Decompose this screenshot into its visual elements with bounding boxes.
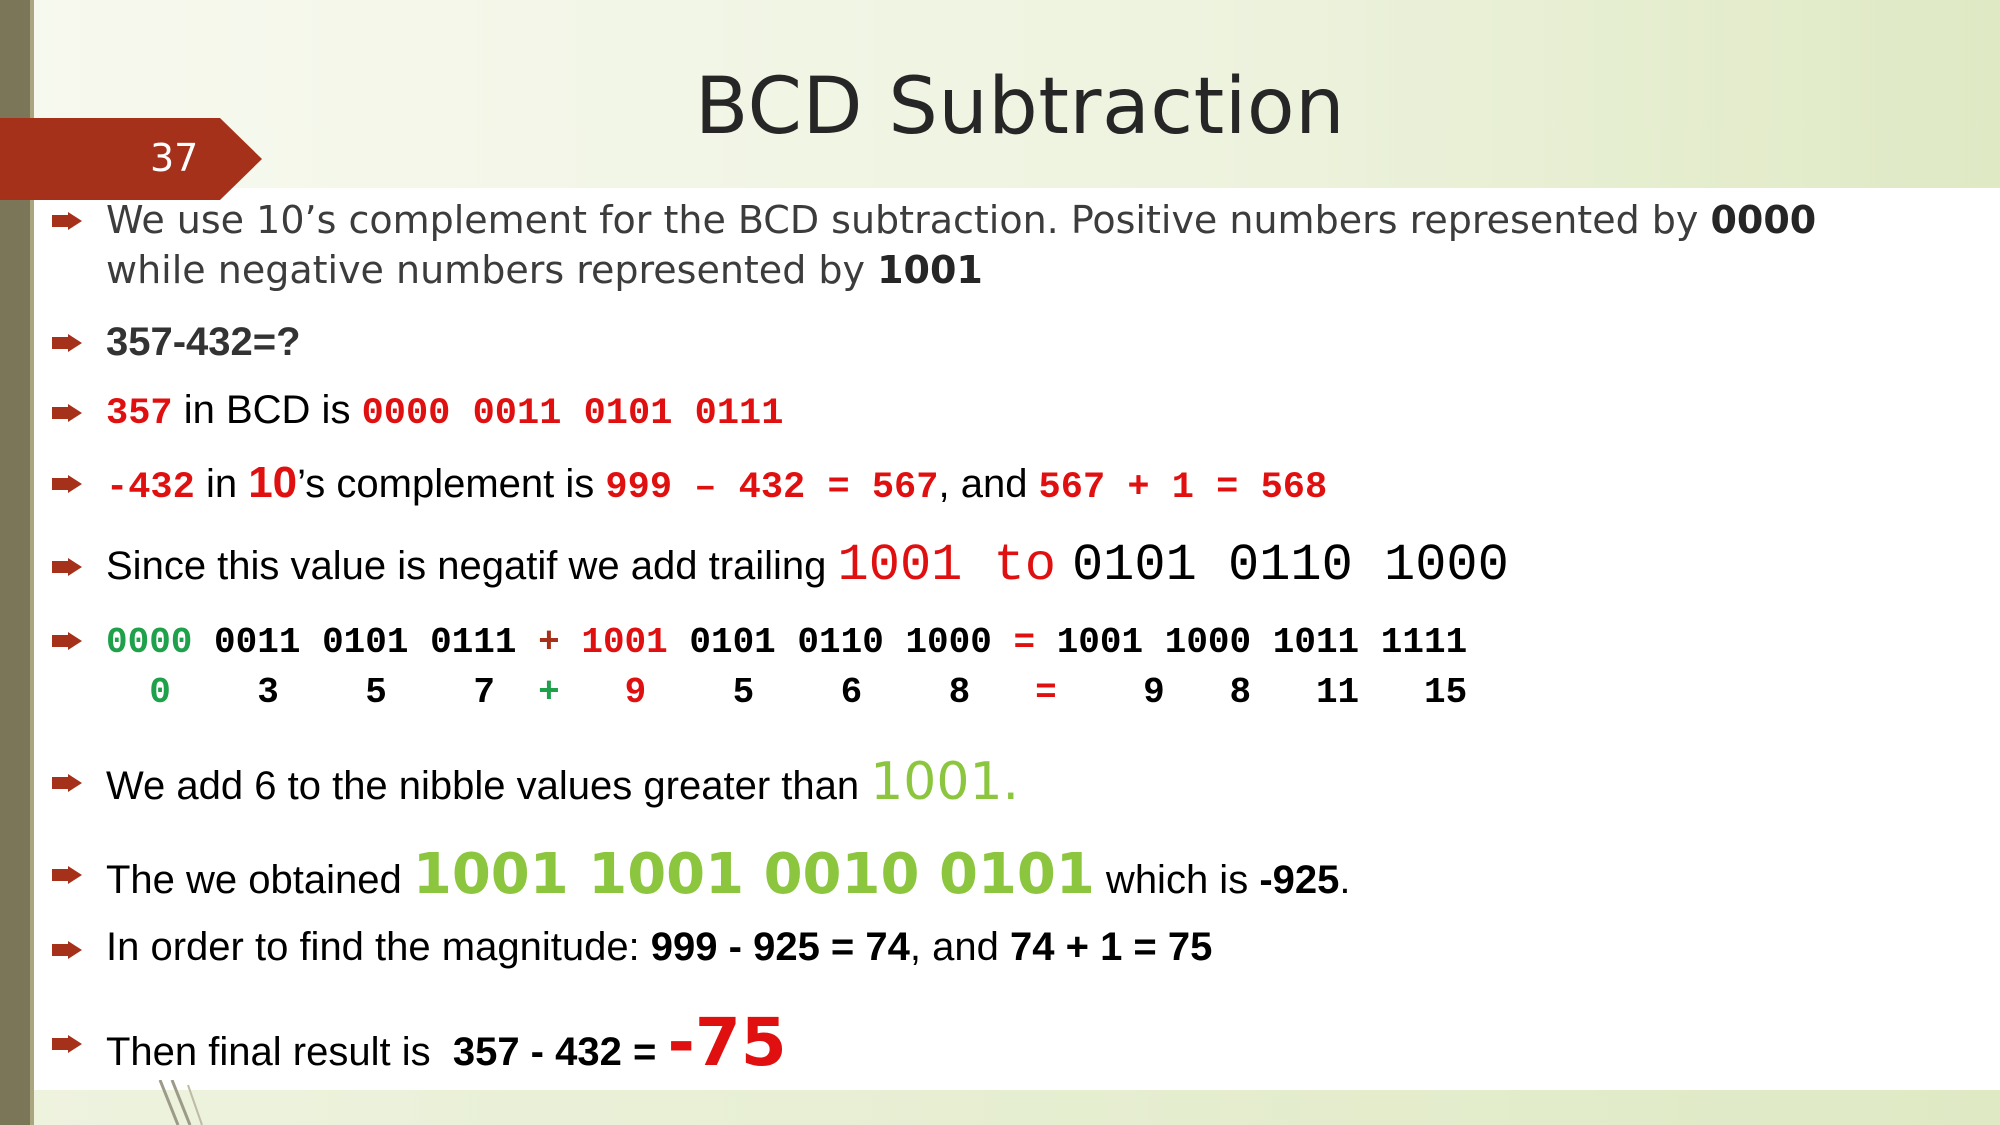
digit-equals: =: [1035, 672, 1057, 713]
bullet-3-bcd: 0000 0011 0101 0111: [361, 393, 784, 435]
arrow-bullet-icon: [52, 632, 82, 650]
digit-6: 5: [732, 672, 755, 713]
digit-7: 6: [840, 672, 863, 713]
bullet-2-question: 357-432=?: [106, 320, 301, 364]
bullet-7-line: We add 6 to the nibble values greater th…: [106, 752, 1019, 812]
left-decorative-stripe: [30, 0, 34, 1125]
digit-11: 8: [1229, 672, 1252, 713]
bullet-8-text-b: which is: [1094, 858, 1260, 902]
bullet-8-line: The we obtained 1001 1001 0010 0101 whic…: [106, 842, 1351, 907]
bullet-1-line-1: We use 10’s complement for the BCD subtr…: [106, 198, 1816, 242]
bullet-10-line: Then final result is 357 - 432 = -75: [106, 1004, 787, 1081]
bullet-6-digit-row: 0 3 5 7 + 9 5 6 8 = 9 8 11 15: [106, 672, 1467, 713]
bullet-5-text: Since this value is negatif we add trail…: [106, 544, 838, 588]
bullet-4-calc-1: 999 – 432 = 567: [605, 467, 939, 509]
bullet-8-value: 1001 1001 0010 0101: [412, 842, 1095, 907]
arrow-bullet-icon: [52, 558, 82, 576]
digit-5: 9: [624, 672, 647, 713]
bullet-5-line: Since this value is negatif we add trail…: [106, 536, 1509, 595]
slide-content-area: [34, 188, 2000, 1090]
nibble-11: 1000: [1164, 622, 1252, 663]
nibble-2: 0101: [322, 622, 409, 663]
bullet-1-bold-b: 1001: [877, 248, 983, 292]
digit-3: 7: [473, 672, 495, 713]
arrow-bullet-icon: [52, 941, 82, 959]
bullet-4-text-c: , and: [938, 462, 1039, 506]
bullet-9-text-a: In order to find the magnitude:: [106, 925, 651, 969]
nibble-6: 0101: [689, 622, 776, 663]
bullet-1-bold-a: 0000: [1710, 198, 1817, 242]
bullet-9-text-b: , and: [909, 925, 1010, 969]
bullet-10-text-a: Then final result is: [106, 1030, 453, 1074]
bullet-4-text-b: ’s complement is: [297, 462, 606, 506]
bullet-10-result: -75: [667, 1004, 787, 1081]
arrow-bullet-icon: [52, 334, 82, 352]
bullet-3-number: 357: [106, 393, 173, 435]
bullet-7-value: 1001.: [870, 752, 1020, 812]
bullet-4-line: -432 in 10’s complement is 999 – 432 = 5…: [106, 458, 1327, 509]
bullet-4-calc-2: 567 + 1 = 568: [1038, 467, 1328, 509]
digit-10: 9: [1143, 672, 1165, 713]
bullet-9-calc-1: 999 - 925 = 74: [650, 925, 910, 969]
bullet-6-nibble-row: 0000 0011 0101 0111 + 1001 0101 0110 100…: [106, 622, 1467, 663]
bullet-4-ten: 10: [248, 458, 298, 507]
bullet-1-text-b: while negative numbers represented by: [106, 248, 878, 292]
bullet-3-text: in BCD is: [172, 388, 362, 432]
bullet-5-black-part: 0101 0110 1000: [1071, 536, 1509, 595]
slide-header-background: [0, 0, 2000, 190]
digit-plus: +: [538, 672, 560, 713]
arrow-bullet-icon: [52, 404, 82, 422]
bullet-4-number: -432: [106, 467, 195, 509]
digit-0: 0: [149, 672, 171, 713]
page-number: 37: [150, 136, 199, 180]
arrow-bullet-icon: [52, 475, 82, 493]
digit-2: 5: [365, 672, 387, 713]
nibble-13: 1111: [1380, 622, 1468, 663]
nibble-equals: =: [1013, 622, 1036, 663]
bullet-1-text-a: We use 10’s complement for the BCD subtr…: [106, 198, 1711, 242]
bullet-4-text-a: in: [194, 462, 249, 506]
bullet-9-calc-2: 74 + 1 = 75: [1009, 925, 1213, 969]
nibble-plus: +: [538, 622, 560, 663]
nibble-0: 0000: [106, 622, 193, 663]
bullet-7-text: We add 6 to the nibble values greater th…: [106, 764, 871, 808]
arrow-bullet-icon: [52, 1035, 82, 1053]
bullet-8-text-a: The we obtained: [106, 858, 413, 902]
digit-13: 15: [1423, 672, 1468, 713]
arrow-bullet-icon: [52, 774, 82, 792]
digit-8: 8: [948, 672, 971, 713]
digit-12: 11: [1315, 672, 1360, 713]
bullet-5-red-part: 1001 to: [837, 536, 1056, 595]
bullet-3-line: 357 in BCD is 0000 0011 0101 0111: [106, 388, 783, 435]
digit-1: 3: [257, 672, 279, 713]
nibble-3: 0111: [430, 622, 517, 663]
bullet-1-line-2: while negative numbers represented by 10…: [106, 248, 983, 292]
arrow-bullet-icon: [52, 212, 82, 230]
nibble-10: 1001: [1056, 622, 1144, 663]
bullet-10-calc: 357 - 432 =: [452, 1030, 668, 1074]
bullet-9-line: In order to find the magnitude: 999 - 92…: [106, 925, 1212, 970]
nibble-5: 1001: [581, 622, 668, 663]
slide-footer-background: [0, 1090, 2000, 1125]
slide-title: BCD Subtraction: [694, 62, 1346, 152]
bullet-8-result: -925: [1259, 858, 1340, 902]
nibble-12: 1011: [1272, 622, 1360, 663]
arrow-bullet-icon: [52, 866, 82, 884]
page-number-badge: [0, 118, 262, 200]
footer-decoration-lines: [158, 1080, 203, 1125]
nibble-8: 1000: [905, 622, 992, 663]
nibble-1: 0011: [214, 622, 301, 663]
bullet-8-end: .: [1339, 858, 1351, 902]
nibble-7: 0110: [797, 622, 884, 663]
